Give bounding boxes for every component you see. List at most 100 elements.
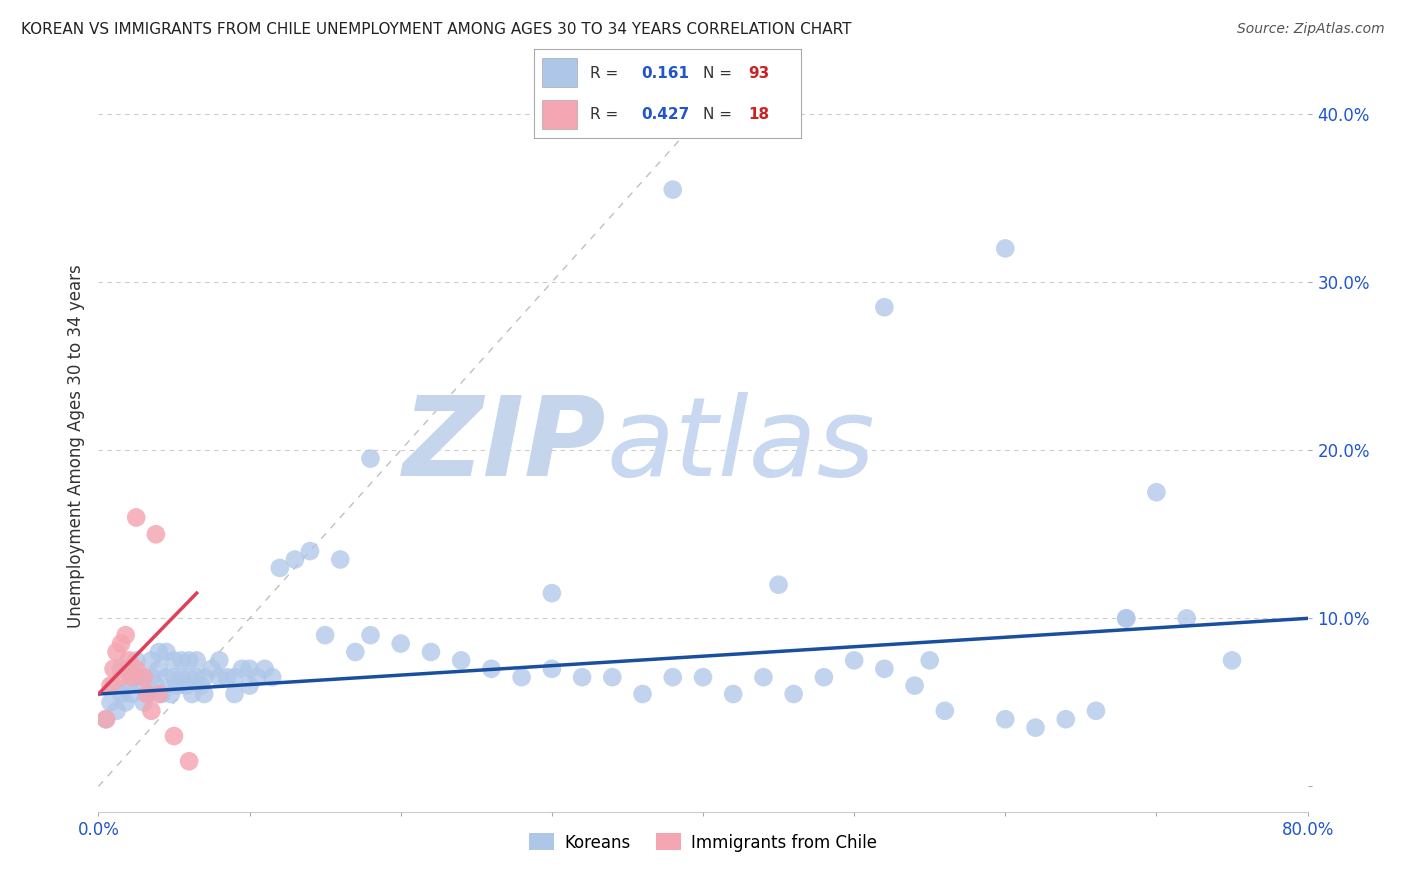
Koreans — [873, 300, 896, 314]
Koreans — [145, 679, 167, 693]
Koreans — [768, 578, 790, 592]
FancyBboxPatch shape — [543, 100, 576, 129]
Immigrants from Chile — [148, 687, 170, 701]
Koreans — [420, 645, 443, 659]
Koreans — [224, 687, 246, 701]
Text: R =: R = — [591, 107, 623, 121]
Koreans — [723, 687, 745, 701]
Koreans — [450, 653, 472, 667]
Koreans — [215, 670, 238, 684]
Koreans — [160, 687, 183, 701]
Koreans — [239, 662, 262, 676]
Koreans — [918, 653, 941, 667]
Koreans — [314, 628, 336, 642]
Text: atlas: atlas — [606, 392, 875, 500]
Koreans — [602, 670, 624, 684]
Koreans — [170, 653, 193, 667]
Immigrants from Chile — [110, 636, 132, 650]
Koreans — [481, 662, 503, 676]
Koreans — [571, 670, 593, 684]
Koreans — [661, 183, 683, 197]
Koreans — [1175, 611, 1198, 625]
Koreans — [121, 687, 143, 701]
Immigrants from Chile — [105, 645, 128, 659]
Koreans — [132, 695, 155, 709]
Koreans — [360, 451, 382, 466]
Koreans — [155, 670, 177, 684]
Koreans — [166, 679, 188, 693]
Koreans — [1054, 712, 1077, 726]
Immigrants from Chile — [132, 670, 155, 684]
Text: R =: R = — [591, 66, 623, 80]
Immigrants from Chile — [145, 527, 167, 541]
Koreans — [193, 670, 215, 684]
Immigrants from Chile — [141, 704, 163, 718]
Koreans — [360, 628, 382, 642]
Koreans — [141, 653, 163, 667]
Koreans — [201, 662, 224, 676]
Koreans — [269, 561, 291, 575]
Immigrants from Chile — [103, 662, 125, 676]
Immigrants from Chile — [125, 510, 148, 524]
Koreans — [1144, 485, 1167, 500]
Koreans — [904, 679, 927, 693]
Text: KOREAN VS IMMIGRANTS FROM CHILE UNEMPLOYMENT AMONG AGES 30 TO 34 YEARS CORRELATI: KOREAN VS IMMIGRANTS FROM CHILE UNEMPLOY… — [21, 22, 852, 37]
Koreans — [844, 653, 866, 667]
Koreans — [246, 670, 269, 684]
Text: N =: N = — [703, 107, 731, 121]
Koreans — [813, 670, 835, 684]
Koreans — [129, 679, 152, 693]
Koreans — [179, 653, 201, 667]
Koreans — [118, 662, 141, 676]
Koreans — [1085, 704, 1108, 718]
Text: 0.427: 0.427 — [641, 107, 689, 121]
Koreans — [150, 687, 173, 701]
Text: 18: 18 — [748, 107, 769, 121]
Koreans — [125, 653, 148, 667]
Koreans — [103, 679, 125, 693]
Koreans — [163, 670, 186, 684]
Text: 0.161: 0.161 — [641, 66, 689, 80]
Immigrants from Chile — [114, 628, 136, 642]
Legend: Koreans, Immigrants from Chile: Koreans, Immigrants from Chile — [523, 827, 883, 858]
Text: 93: 93 — [748, 66, 769, 80]
Koreans — [752, 670, 775, 684]
Koreans — [155, 645, 177, 659]
Koreans — [239, 679, 262, 693]
Koreans — [873, 662, 896, 676]
Koreans — [186, 670, 208, 684]
Koreans — [692, 670, 714, 684]
Immigrants from Chile — [125, 662, 148, 676]
Immigrants from Chile — [110, 670, 132, 684]
Koreans — [231, 662, 253, 676]
Koreans — [389, 636, 412, 650]
Koreans — [135, 687, 157, 701]
Koreans — [148, 645, 170, 659]
FancyBboxPatch shape — [543, 58, 576, 87]
Koreans — [114, 695, 136, 709]
Koreans — [540, 662, 562, 676]
Text: Source: ZipAtlas.com: Source: ZipAtlas.com — [1237, 22, 1385, 37]
Koreans — [783, 687, 806, 701]
Koreans — [994, 712, 1017, 726]
Koreans — [1115, 611, 1137, 625]
Koreans — [100, 695, 122, 709]
Koreans — [179, 670, 201, 684]
Koreans — [174, 679, 197, 693]
Koreans — [125, 670, 148, 684]
Koreans — [344, 645, 367, 659]
Koreans — [163, 653, 186, 667]
Immigrants from Chile — [179, 754, 201, 768]
Koreans — [105, 704, 128, 718]
Koreans — [208, 670, 231, 684]
Koreans — [631, 687, 654, 701]
Koreans — [141, 670, 163, 684]
Immigrants from Chile — [100, 679, 122, 693]
Koreans — [934, 704, 956, 718]
Koreans — [1024, 721, 1046, 735]
Koreans — [224, 670, 246, 684]
Koreans — [253, 662, 276, 676]
Koreans — [186, 653, 208, 667]
Koreans — [299, 544, 322, 558]
Koreans — [132, 670, 155, 684]
